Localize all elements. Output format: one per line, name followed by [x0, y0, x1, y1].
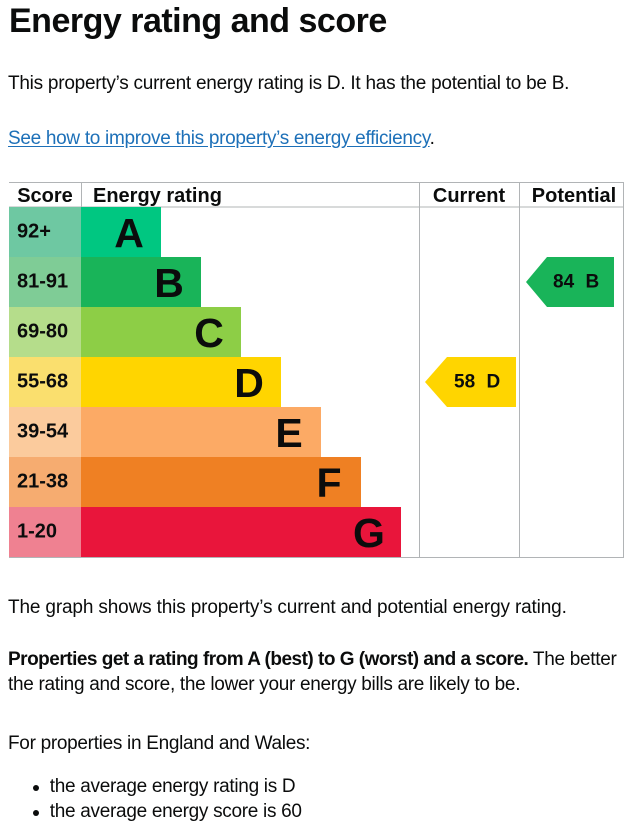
svg-text:21-38: 21-38 [17, 470, 68, 492]
svg-text:Score: Score [17, 185, 73, 207]
svg-text:D: D [234, 360, 264, 406]
svg-text:84: 84 [553, 271, 575, 292]
svg-text:D: D [486, 371, 500, 392]
svg-text:Energy rating: Energy rating [93, 185, 222, 207]
svg-text:Potential: Potential [531, 185, 615, 207]
svg-text:69-80: 69-80 [17, 320, 68, 342]
svg-text:E: E [275, 410, 302, 456]
svg-text:B: B [585, 271, 599, 292]
svg-text:F: F [316, 460, 341, 506]
svg-text:92+: 92+ [17, 220, 51, 242]
svg-text:A: A [114, 210, 144, 256]
svg-text:Current: Current [432, 185, 505, 207]
svg-text:1-20: 1-20 [17, 520, 57, 542]
svg-text:58: 58 [454, 371, 475, 392]
svg-text:G: G [353, 510, 385, 556]
svg-text:39-54: 39-54 [17, 420, 69, 442]
svg-text:B: B [154, 260, 184, 306]
svg-text:81-91: 81-91 [17, 270, 68, 292]
svg-text:55-68: 55-68 [17, 370, 68, 392]
svg-text:C: C [194, 310, 224, 356]
